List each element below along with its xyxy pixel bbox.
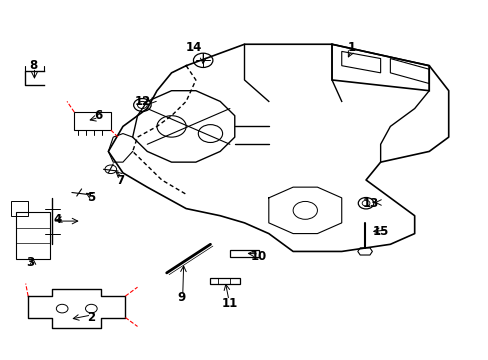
Text: 13: 13	[362, 197, 378, 210]
Text: 7: 7	[116, 174, 124, 186]
Text: 12: 12	[134, 95, 150, 108]
Text: 11: 11	[222, 297, 238, 310]
Text: 15: 15	[372, 225, 388, 238]
Text: 6: 6	[94, 109, 102, 122]
Text: 9: 9	[177, 291, 185, 305]
Text: 14: 14	[185, 41, 201, 54]
Text: 10: 10	[250, 250, 266, 263]
Text: 3: 3	[26, 256, 35, 269]
Text: 1: 1	[346, 41, 355, 54]
Text: 5: 5	[87, 192, 95, 204]
Text: 8: 8	[29, 59, 37, 72]
Text: 4: 4	[53, 213, 61, 226]
Text: 2: 2	[87, 311, 95, 324]
